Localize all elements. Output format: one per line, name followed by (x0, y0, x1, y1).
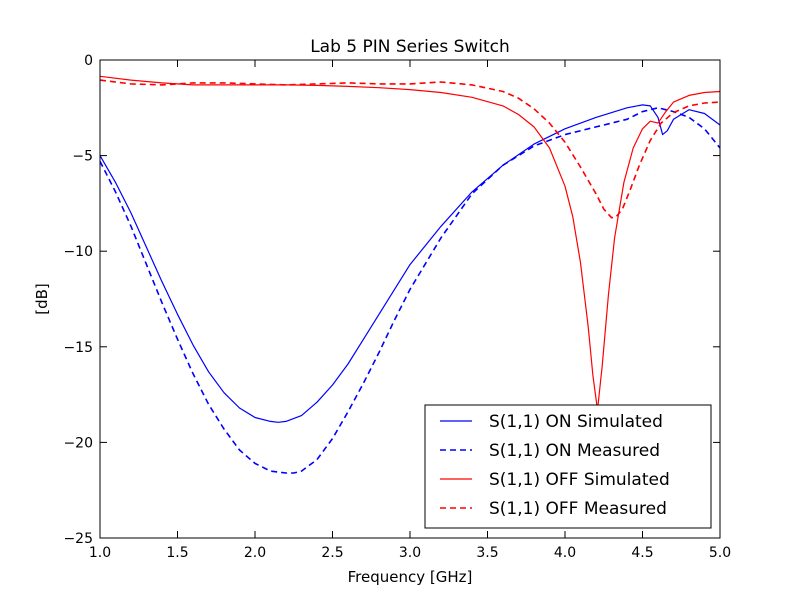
chart-title: Lab 5 PIN Series Switch (310, 37, 510, 57)
y-tick-label: −25 (63, 531, 93, 547)
legend-label: S(1,1) ON Measured (489, 441, 660, 461)
x-tick-label: 2.5 (321, 545, 343, 561)
x-axis-label: Frequency [GHz] (348, 568, 473, 586)
legend-box (424, 404, 712, 529)
y-tick-label: −5 (72, 149, 93, 165)
x-tick-label: 3.5 (476, 545, 498, 561)
legend-label: S(1,1) ON Simulated (489, 412, 663, 432)
y-tick-label: −20 (63, 435, 93, 451)
x-tick-label: 4.0 (554, 545, 576, 561)
ticks-layer: 1.0 1.5 2.0 2.5 3.0 3.5 4.0 4.5 5.0 0 −5 −10 −15 −20 −… (63, 53, 731, 561)
x-tick-label: 5.0 (709, 545, 731, 561)
y-tick-label: 0 (84, 53, 93, 69)
y-axis-label: [dB] (33, 283, 51, 315)
legend-label: S(1,1) OFF Measured (489, 499, 667, 519)
legend: S(1,1) ON Simulated S(1,1) ON Measured S(1… (424, 404, 712, 529)
series-layer (100, 75, 720, 474)
series-line-4 (100, 79, 720, 219)
x-tick-label: 1.0 (89, 545, 111, 561)
legend-label: S(1,1) OFF Simulated (489, 470, 670, 490)
x-tick-label: 4.5 (631, 545, 653, 561)
y-tick-label: −10 (63, 244, 93, 260)
x-tick-label: 2.0 (244, 545, 266, 561)
y-tick-label: −15 (63, 340, 93, 356)
series-line-1 (100, 104, 720, 423)
x-tick-label: 1.5 (166, 545, 188, 561)
x-tick-label: 3.0 (399, 545, 421, 561)
